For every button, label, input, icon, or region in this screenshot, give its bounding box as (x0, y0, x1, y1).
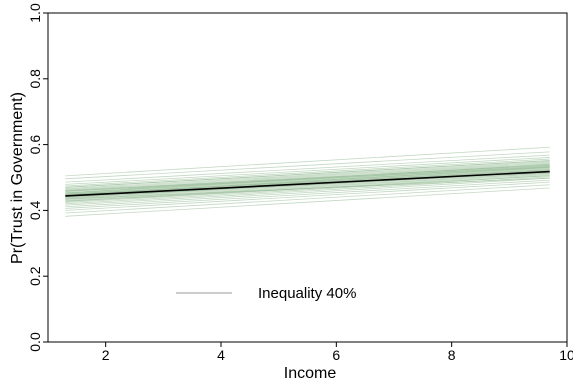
y-tick-label: 0.2 (27, 266, 43, 286)
y-tick-label: 0.0 (27, 332, 43, 352)
x-axis: 2 4 6 8 10 (102, 342, 573, 363)
x-tick-label: 4 (217, 347, 225, 363)
x-tick-label: 2 (102, 347, 110, 363)
legend-label: Inequality 40% (258, 285, 356, 302)
y-tick-label: 0.4 (27, 200, 43, 220)
x-tick-label: 8 (448, 347, 456, 363)
y-axis: 0.0 0.2 0.4 0.6 0.8 1.0 (27, 3, 48, 352)
y-axis-title: Pr(Trust in Government) (9, 92, 26, 264)
y-tick-label: 0.6 (27, 135, 43, 155)
y-tick-label: 0.8 (27, 69, 43, 89)
y-tick-label: 1.0 (27, 3, 43, 23)
x-tick-label: 6 (332, 347, 340, 363)
x-axis-title: Income (284, 365, 337, 382)
x-tick-label: 10 (559, 347, 573, 363)
